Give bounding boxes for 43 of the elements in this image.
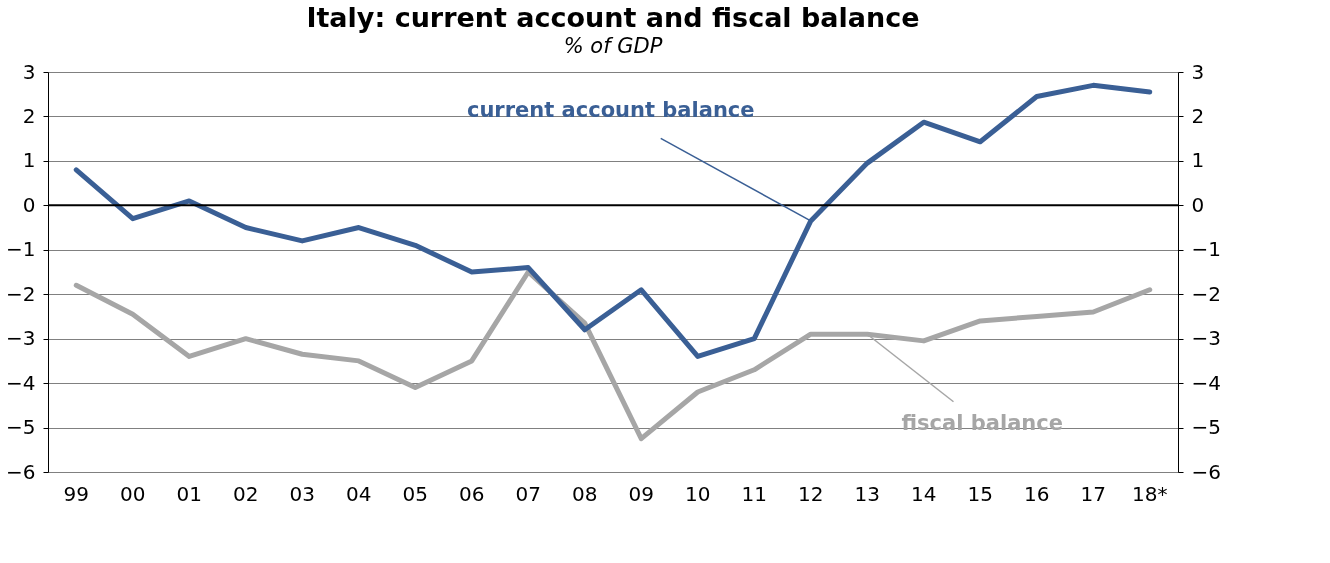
y-tick-label: −5 [6, 415, 36, 440]
x-tick-label: 01 [176, 481, 202, 506]
y2-tick-label: −1 [1191, 237, 1221, 262]
x-tick-label: 05 [402, 481, 428, 506]
x-tick-label: 12 [798, 481, 824, 506]
y-tick-label: −6 [6, 459, 36, 484]
x-tick-label: 07 [515, 481, 541, 506]
chart-title: Italy: current account and fiscal balance [306, 2, 920, 33]
x-tick-label: 16 [1024, 481, 1050, 506]
y2-tick-label: −6 [1191, 459, 1221, 484]
y-tick-label: 0 [22, 192, 36, 217]
y-tick-label: −4 [6, 370, 36, 395]
x-tick-label: 04 [346, 481, 372, 506]
y-tick-label: 1 [22, 148, 36, 173]
x-tick-label: 14 [911, 481, 937, 506]
x-tick-label: 17 [1080, 481, 1106, 506]
x-tick-label: 11 [741, 481, 767, 506]
chart-subtitle: % of GDP [563, 34, 663, 58]
x-tick-label: 15 [967, 481, 993, 506]
annotation: current account balance [466, 97, 755, 122]
x-tick-label: 00 [120, 481, 146, 506]
y-tick-label: 2 [22, 103, 36, 128]
y2-tick-label: 2 [1191, 103, 1205, 128]
y2-tick-label: −2 [1191, 281, 1221, 306]
y-tick-label: −2 [6, 281, 36, 306]
y-tick-label: 3 [22, 59, 36, 84]
y2-tick-label: −3 [1191, 326, 1221, 351]
y-tick-label: −3 [6, 326, 36, 351]
y2-tick-label: 1 [1191, 148, 1205, 173]
y2-tick-label: 0 [1191, 192, 1205, 217]
x-tick-label: 99 [63, 481, 89, 506]
y-tick-label: −1 [6, 237, 36, 262]
x-tick-label: 02 [233, 481, 259, 506]
x-tick-label: 18* [1132, 481, 1168, 506]
y2-tick-label: −5 [1191, 415, 1221, 440]
x-tick-label: 06 [459, 481, 485, 506]
x-tick-label: 08 [572, 481, 598, 506]
x-tick-label: 10 [685, 481, 711, 506]
x-tick-label: 13 [854, 481, 880, 506]
y2-tick-label: 3 [1191, 59, 1205, 84]
x-tick-label: 09 [628, 481, 654, 506]
x-tick-label: 03 [289, 481, 315, 506]
y2-tick-label: −4 [1191, 370, 1221, 395]
